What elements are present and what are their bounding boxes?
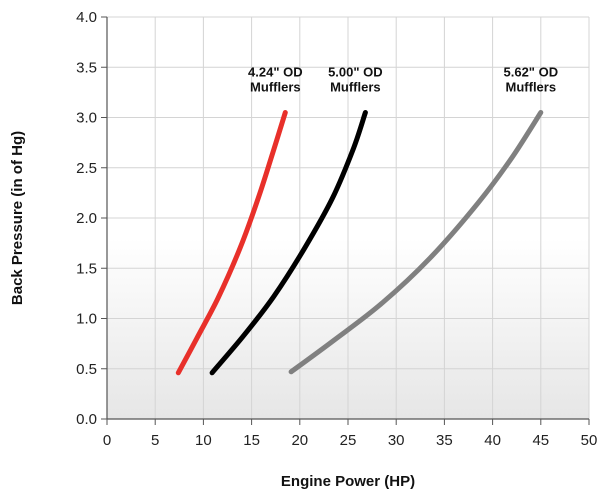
x-tick-label: 10: [195, 432, 212, 449]
x-tick-label: 0: [103, 432, 111, 449]
series-label-2-line-1: Mufflers: [506, 79, 557, 94]
y-tick-label: 1.5: [76, 260, 97, 277]
series-line-1: [209, 110, 368, 376]
axes: [101, 16, 590, 425]
series-lines: [175, 110, 544, 376]
x-axis-title: Engine Power (HP): [281, 473, 415, 490]
x-tick-label: 5: [151, 432, 159, 449]
series-label-1-line-1: Mufflers: [330, 79, 381, 94]
y-tick-label: 3.0: [76, 110, 97, 127]
y-axis-title: Back Pressure (in of Hg): [9, 131, 26, 305]
series-label-0-line-1: Mufflers: [250, 79, 301, 94]
y-tick-label: 2.5: [76, 160, 97, 177]
y-tick-label: 0.5: [76, 361, 97, 378]
tick-labels: 0.0 0.5 1.0 1.5 2.0 2.5 3.0 3.5 4.0 0 5 10 15 20 25 30 3…: [76, 9, 597, 449]
y-tick-label: 3.5: [76, 59, 97, 76]
x-tick-label: 15: [243, 432, 260, 449]
series-line-0: [175, 110, 288, 376]
y-tick-label: 4.0: [76, 9, 97, 26]
x-tick-label: 45: [532, 432, 549, 449]
x-tick-label: 35: [436, 432, 453, 449]
x-tick-label: 50: [581, 432, 598, 449]
x-tick-label: 25: [340, 432, 357, 449]
x-tick-label: 40: [484, 432, 501, 449]
series-label-0-line-0: 4.24" OD: [248, 64, 303, 79]
x-tick-label: 20: [291, 432, 308, 449]
x-tick-label: 30: [388, 432, 405, 449]
y-tick-label: 2.0: [76, 210, 97, 227]
y-tick-label: 1.0: [76, 311, 97, 328]
series-label-1-line-0: 5.00" OD: [328, 64, 383, 79]
series-line-2: [288, 110, 544, 375]
y-tick-label: 0.0: [76, 411, 97, 428]
series-label-2-line-0: 5.62" OD: [504, 64, 559, 79]
